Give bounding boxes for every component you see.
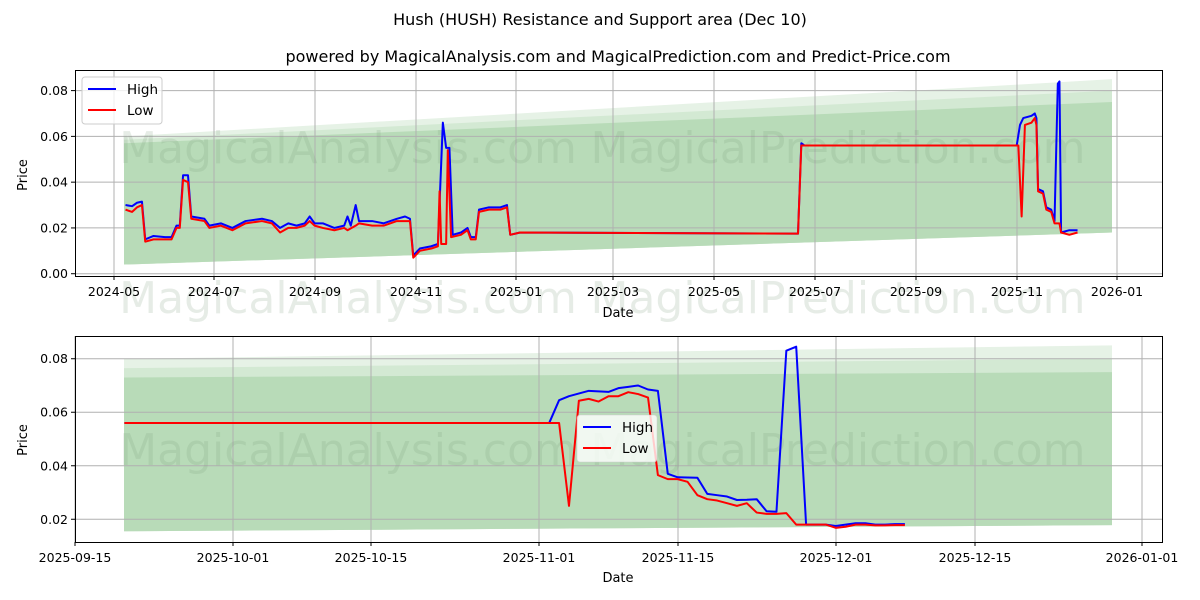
legend-high-label: High xyxy=(622,420,653,436)
y-tick-label: 0.08 xyxy=(40,351,68,366)
legend: High Low xyxy=(576,414,658,463)
x-tick-label: 2024-05 xyxy=(88,284,140,299)
series-low xyxy=(124,391,905,529)
axes-frame xyxy=(75,70,1163,277)
x-tick-label: 2025-03 xyxy=(587,284,639,299)
watermark-analysis: MagicalAnalysis.com xyxy=(119,425,577,476)
x-tick-label: 2025-01 xyxy=(490,284,542,299)
y-tick-label: 0.06 xyxy=(40,129,68,144)
axes-frame xyxy=(75,336,1163,543)
x-tick-label: 2025-07 xyxy=(789,284,841,299)
x-tick-label: 2025-09 xyxy=(890,284,942,299)
y-tick-label: 0.04 xyxy=(40,175,68,190)
y-axis-label: Price xyxy=(16,159,31,191)
legend: High Low xyxy=(81,76,163,125)
chart-title: Hush (HUSH) Resistance and Support area … xyxy=(393,10,807,29)
watermark-prediction: MagicalPrediction.com xyxy=(591,425,1086,476)
watermark-prediction-2: MagicalPrediction.com xyxy=(591,273,1086,324)
x-tick-label: 2025-10-01 xyxy=(197,550,270,565)
top-chart: MagicalAnalysis.com MagicalPrediction.co… xyxy=(16,70,1163,324)
y-tick-label: 0.08 xyxy=(40,83,68,98)
series-high xyxy=(125,80,1078,257)
x-tick-label: 2025-05 xyxy=(688,284,740,299)
y-axis-label: Price xyxy=(16,424,31,456)
x-tick-label: 2024-07 xyxy=(188,284,240,299)
x-axis-ticks: 2024-05 2024-07 2024-09 2024-11 2025-01 2025-… xyxy=(88,276,1143,299)
series-high xyxy=(124,345,905,527)
x-tick-label: 2026-01-01 xyxy=(1106,550,1179,565)
y-tick-label: 0.00 xyxy=(40,266,68,281)
watermark-analysis-2: MagicalAnalysis.com xyxy=(119,273,577,324)
price-lines xyxy=(124,345,905,529)
x-tick-label: 2025-09-15 xyxy=(39,550,112,565)
legend-low-label: Low xyxy=(127,103,154,119)
x-tick-label: 2024-09 xyxy=(289,284,341,299)
support-resistance-band xyxy=(124,79,1112,265)
x-tick-label: 2025-12-01 xyxy=(800,550,873,565)
x-tick-label: 2025-11 xyxy=(991,284,1043,299)
y-tick-label: 0.04 xyxy=(40,458,68,473)
y-tick-label: 0.02 xyxy=(40,220,68,235)
grid-lines xyxy=(74,336,1162,542)
chart-subtitle: powered by MagicalAnalysis.com and Magic… xyxy=(285,47,950,66)
y-axis-ticks: 0.00 0.02 0.04 0.06 0.08 xyxy=(40,83,75,281)
watermark-prediction: MagicalPrediction.com xyxy=(591,123,1086,174)
bottom-chart: MagicalAnalysis.com MagicalPrediction.co… xyxy=(16,336,1178,586)
x-axis-label: Date xyxy=(602,571,633,586)
series-low xyxy=(125,117,1078,259)
legend-high-label: High xyxy=(127,82,158,98)
x-tick-label: 2025-10-15 xyxy=(335,550,408,565)
x-axis-ticks: 2025-09-15 2025-10-01 2025-10-15 2025-11-01… xyxy=(39,542,1179,565)
x-tick-label: 2025-11-15 xyxy=(642,550,715,565)
inner-band xyxy=(124,102,1112,265)
legend-low-label: Low xyxy=(622,441,649,457)
y-tick-label: 0.06 xyxy=(40,405,68,420)
price-lines xyxy=(125,80,1078,259)
y-tick-label: 0.02 xyxy=(40,512,68,527)
watermark-analysis: MagicalAnalysis.com xyxy=(119,123,577,174)
x-tick-label: 2025-11-01 xyxy=(503,550,576,565)
x-tick-label: 2026-01 xyxy=(1091,284,1143,299)
x-tick-label: 2025-12-15 xyxy=(939,550,1012,565)
x-tick-label: 2024-11 xyxy=(390,284,442,299)
grid-lines xyxy=(75,70,1162,276)
x-axis-label: Date xyxy=(602,306,633,321)
y-axis-ticks: 0.02 0.04 0.06 0.08 xyxy=(40,351,75,527)
